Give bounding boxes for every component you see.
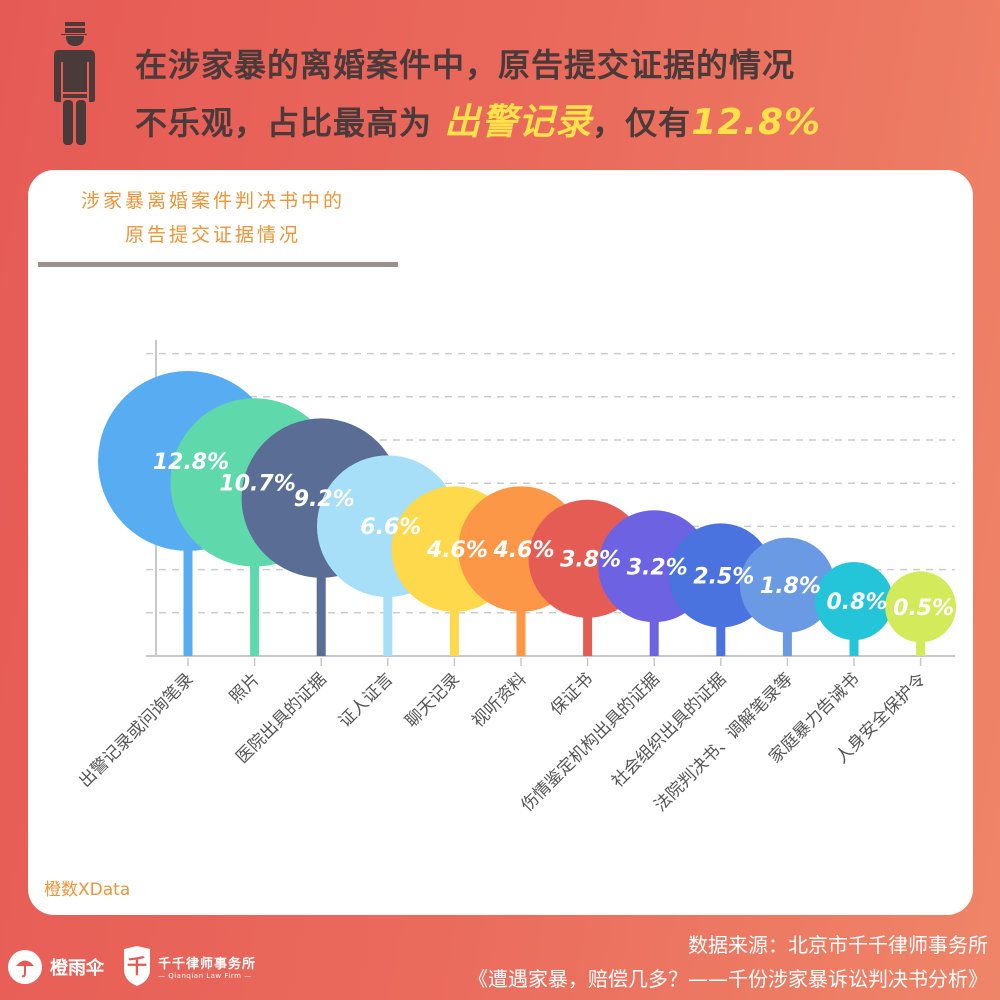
chart-title-line-2: 原告提交证据情况	[124, 224, 301, 246]
title-divider	[38, 262, 398, 267]
headline-prefix: 不乐观，占比最高为	[135, 104, 445, 142]
shield-icon: 千	[124, 946, 150, 986]
police-officer-icon	[52, 22, 96, 147]
value-label: 9.2%	[294, 487, 355, 512]
logo-qianqian-name: 千千律师事务所	[158, 956, 257, 972]
bubble-11	[815, 562, 893, 641]
category-label: 视听资料	[468, 669, 530, 731]
bubble-circle	[815, 562, 893, 641]
value-label: 4.6%	[492, 538, 554, 563]
bubble-12	[885, 571, 957, 643]
category-label: 聊天记录	[402, 669, 464, 731]
headline-highlight: 出警记录	[444, 102, 593, 143]
category-label: 出警记录或问询笔录	[75, 669, 197, 791]
logo-qianqian-en: — Qianqian Law Firm —	[158, 971, 252, 980]
brand-watermark: 橙数XData	[44, 880, 131, 900]
value-label: 12.8%	[153, 450, 229, 475]
value-label: 10.7%	[219, 471, 295, 496]
report-title: 《遭遇家暴，赔偿几多？——千份涉家暴诉讼判决书分析》	[468, 967, 988, 991]
value-label: 2.5%	[693, 564, 754, 589]
logo-chengyusan: 橙雨伞	[8, 950, 104, 984]
chart-title: 涉家暴离婚案件判决书中的 原告提交证据情况	[28, 184, 398, 252]
headline-line-1: 在涉家暴的离婚案件中，原告提交证据的情况	[135, 46, 796, 84]
headline-mid: ，仅有	[592, 104, 692, 142]
bubble-circle	[885, 571, 957, 643]
data-source: 数据来源：北京市千千律师事务所	[688, 933, 988, 957]
category-label: 社会组织出具的证据	[608, 669, 730, 791]
bubble-circle	[739, 537, 835, 633]
footer-source: 数据来源：北京市千千律师事务所 《遭遇家暴，赔偿几多？——千份涉家暴诉讼判决书分…	[468, 928, 988, 996]
category-label: 证人证言	[335, 669, 397, 731]
logo-qianqian: 千 千千律师事务所 — Qianqian Law Firm —	[122, 945, 256, 987]
umbrella-icon	[8, 950, 42, 984]
category-label: 保证书	[547, 669, 597, 719]
category-label: 照片	[226, 669, 264, 707]
value-label: 1.8%	[760, 574, 821, 599]
bubble-stem	[183, 461, 193, 656]
chart-title-line-1: 涉家暴离婚案件判决书中的	[80, 190, 345, 212]
headline-value: 12.8%	[691, 102, 822, 143]
logo-chengyusan-name: 橙雨伞	[50, 958, 104, 979]
value-label: 0.8%	[826, 590, 887, 615]
value-label: 3.8%	[560, 548, 621, 573]
bubble-stem	[250, 482, 260, 656]
value-label: 0.5%	[893, 596, 954, 621]
value-label: 4.6%	[426, 538, 488, 563]
value-label: 3.2%	[627, 555, 688, 580]
headline-line-2: 不乐观，占比最高为 出警记录，仅有12.8%	[135, 94, 821, 152]
headline: 在涉家暴的离婚案件中，原告提交证据的情况 不乐观，占比最高为 出警记录，仅有12…	[135, 36, 821, 152]
svg-text:千: 千	[127, 954, 147, 978]
bubble-10	[739, 537, 835, 633]
value-label: 6.6%	[360, 515, 421, 540]
